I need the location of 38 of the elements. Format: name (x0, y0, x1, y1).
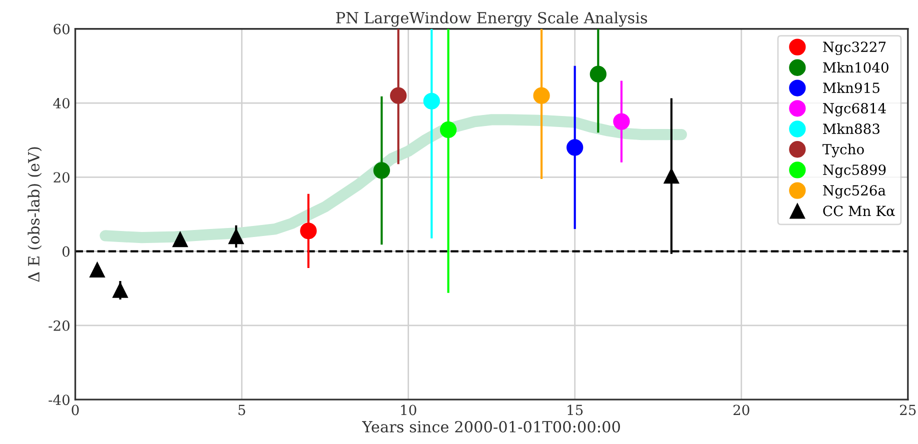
point (613, 113, 630, 130)
x-tick-label: 15 (568, 404, 583, 416)
legend-label: Mkn883 (823, 123, 880, 134)
y-tick-label: 0 (62, 246, 70, 257)
point (90, 262, 105, 278)
chart-title: PN LargeWindow Energy Scale Analysis (336, 12, 648, 27)
legend-label: CC Mn Kα (823, 206, 896, 216)
point (566, 139, 584, 156)
point (390, 87, 407, 104)
legend-label: Ngc5899 (823, 164, 886, 178)
y-tick-label: -20 (48, 320, 70, 331)
x-tick-label: 20 (733, 404, 750, 416)
point (300, 222, 317, 240)
y-axis-title: Δ E (obs-lab) (eV) (28, 147, 42, 282)
point (590, 66, 606, 82)
y-tick-label: 60 (54, 24, 70, 34)
point (228, 228, 244, 244)
point (172, 232, 188, 248)
point (373, 162, 390, 179)
x-tick-label: 25 (900, 404, 916, 416)
legend-label: Ngc526a (823, 185, 886, 198)
point (533, 87, 550, 104)
y-tick-label: 20 (54, 172, 70, 183)
point (112, 282, 128, 298)
y-tick-label: -40 (48, 394, 70, 406)
legend-label: Ngc6814 (823, 102, 886, 116)
legend-label: Mkn915 (823, 82, 880, 94)
x-tick-label: 5 (238, 404, 246, 416)
legend-label: Mkn1040 (823, 62, 888, 73)
legend-label: Tycho (822, 144, 864, 158)
point (440, 121, 457, 138)
x-axis-title: Years since 2000-01-01T00:00:00 (362, 420, 620, 433)
x-tick-label: 0 (72, 404, 79, 416)
point (664, 168, 680, 184)
y-tick-label: 40 (53, 98, 70, 108)
point (423, 92, 440, 110)
legend-label: Ngc3227 (823, 42, 886, 55)
x-tick-label: 10 (401, 404, 416, 416)
